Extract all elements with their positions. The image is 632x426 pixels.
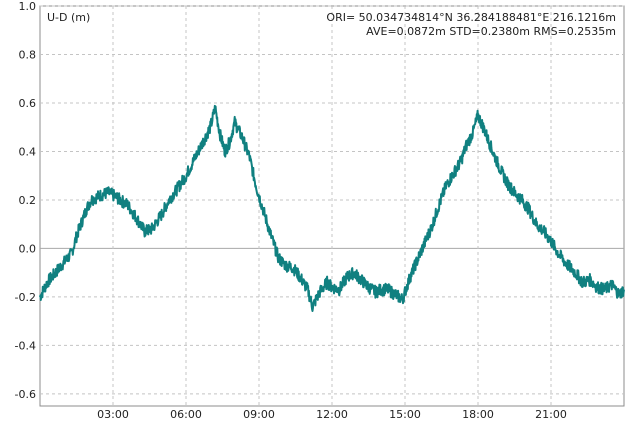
x-tick-label: 12:00 (316, 408, 348, 421)
y-tick-label: -0.6 (15, 388, 36, 401)
y-tick-label: -0.4 (15, 339, 36, 352)
series-layer (39, 104, 625, 312)
series-line (39, 104, 625, 312)
y-tick-label: -0.2 (15, 291, 36, 304)
y-tick-label: 0.0 (19, 242, 37, 255)
y-tick-label: 0.6 (19, 97, 37, 110)
x-tick-label: 09:00 (243, 408, 275, 421)
x-tick-labels: 03:00 06:00 09:00 12:00 15:00 18:00 21:00 (97, 408, 567, 421)
y-tick-label: 0.4 (19, 145, 37, 158)
chart-title: U-D (m) (47, 11, 90, 24)
y-tick-label: 0.2 (19, 194, 37, 207)
x-tick-label: 21:00 (535, 408, 567, 421)
x-tick-label: 15:00 (389, 408, 421, 421)
chart-info-line2: AVE=0.0872m STD=0.2380m RMS=0.2535m (366, 25, 616, 38)
chart-info-line1: ORI= 50.034734814°N 36.284188481°E 216.1… (326, 11, 616, 24)
x-tick-label: 06:00 (170, 408, 202, 421)
x-tick-label: 18:00 (462, 408, 494, 421)
x-tick-label: 03:00 (97, 408, 129, 421)
y-tick-label: 0.8 (19, 48, 37, 61)
y-tick-label: 1.0 (19, 0, 37, 13)
grid-layer (40, 5, 624, 406)
y-tick-labels: 1.0 0.8 0.6 0.4 0.2 0.0 -0.2 -0.4 -0.6 (15, 0, 36, 401)
